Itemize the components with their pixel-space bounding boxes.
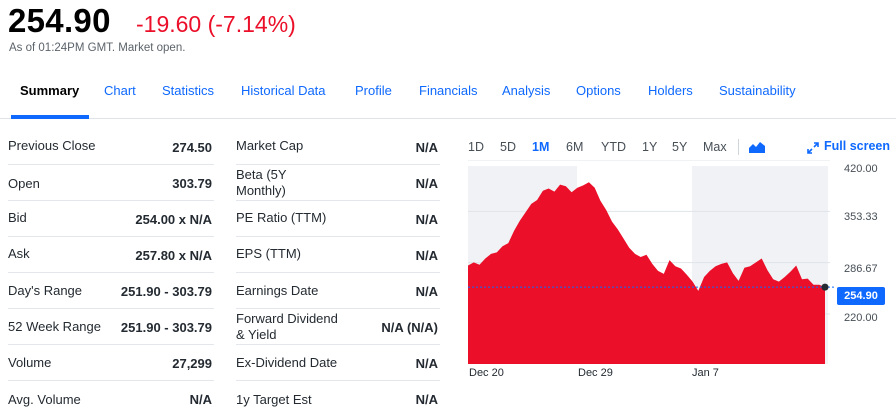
- price-change-percent: (-7.14%): [207, 11, 296, 37]
- stat-label: Previous Close: [8, 138, 96, 153]
- stat-row: EPS (TTM) N/A: [236, 236, 440, 273]
- tab-profile[interactable]: Profile: [355, 83, 392, 98]
- tab-options[interactable]: Options: [576, 83, 621, 98]
- range-5d[interactable]: 5D: [500, 140, 516, 154]
- stat-value: 251.90 - 303.79: [120, 284, 212, 299]
- range-1m[interactable]: 1M: [532, 140, 550, 154]
- stat-row: Avg. Volume N/A: [8, 380, 214, 416]
- tab-chart[interactable]: Chart: [104, 83, 136, 98]
- tab-statistics[interactable]: Statistics: [162, 83, 215, 98]
- stat-label: Bid: [8, 210, 27, 225]
- stat-label: Beta (5Y Monthly): [236, 167, 287, 198]
- tab-financials[interactable]: Financials: [419, 83, 478, 98]
- stat-value: 274.50: [172, 140, 212, 155]
- stat-label: Volume: [8, 355, 52, 370]
- stat-value: N/A: [415, 212, 438, 227]
- y-tick-label: 353.33: [844, 211, 878, 223]
- tab-holders[interactable]: Holders: [648, 83, 693, 98]
- range-divider: [738, 139, 739, 155]
- current-price: 254.90: [8, 2, 111, 39]
- stat-label: Day's Range: [8, 283, 83, 298]
- stat-value: 257.80 x N/A: [135, 248, 212, 263]
- stat-label: EPS (TTM): [236, 246, 301, 261]
- x-tick-label: Dec 29: [578, 367, 613, 379]
- expand-icon[interactable]: [807, 142, 819, 154]
- price-area: [468, 182, 825, 364]
- stat-label: Ex-Dividend Date: [236, 355, 338, 370]
- stat-label: PE Ratio (TTM): [236, 210, 327, 225]
- range-6m[interactable]: 6M: [566, 140, 584, 154]
- range-5y[interactable]: 5Y: [672, 140, 688, 154]
- stat-label: 52 Week Range: [8, 319, 101, 334]
- x-tick-label: Dec 20: [469, 367, 504, 379]
- stat-value: 254.00 x N/A: [135, 212, 212, 227]
- price-change-value: -19.60: [136, 11, 202, 37]
- stat-value: 251.90 - 303.79: [120, 320, 212, 335]
- stat-row: Volume 27,299: [8, 344, 214, 381]
- stat-row: Day's Range 251.90 - 303.79: [8, 272, 214, 309]
- tab-sustainability[interactable]: Sustainability: [719, 83, 796, 98]
- stat-label: 1y Target Est: [236, 392, 312, 407]
- stat-label: Ask: [8, 246, 30, 261]
- tab-historical-data[interactable]: Historical Data: [241, 83, 326, 98]
- market-status: As of 01:24PM GMT. Market open.: [9, 42, 186, 54]
- range-1y[interactable]: 1Y: [642, 140, 658, 154]
- stat-label: Market Cap: [236, 138, 304, 153]
- current-price-badge: 254.90: [837, 287, 885, 305]
- stat-row: Bid 254.00 x N/A: [8, 200, 214, 237]
- stat-row: 1y Target Est N/A: [236, 380, 440, 416]
- stat-row: Previous Close 274.50: [8, 128, 214, 165]
- stat-label: Earnings Date: [236, 283, 319, 298]
- stat-value: N/A: [415, 176, 438, 191]
- stat-label: Open: [8, 176, 40, 191]
- stat-row: Open 303.79: [8, 164, 214, 201]
- tab-summary[interactable]: Summary: [10, 82, 90, 119]
- stat-row: Ask 257.80 x N/A: [8, 236, 214, 273]
- price-change: -19.60 (-7.14%): [136, 11, 296, 38]
- x-tick-label: Jan 7: [692, 367, 719, 379]
- stat-value: N/A: [415, 284, 438, 299]
- stat-value: N/A: [415, 248, 438, 263]
- stat-value: 27,299: [172, 356, 212, 371]
- full-screen-button[interactable]: Full screen: [824, 139, 890, 153]
- range-max[interactable]: Max: [703, 140, 727, 154]
- stat-value: N/A: [415, 140, 438, 155]
- tab-analysis[interactable]: Analysis: [502, 83, 551, 98]
- y-tick-label: 420.00: [844, 163, 878, 175]
- area-chart-icon[interactable]: [749, 141, 765, 153]
- stat-value: N/A: [415, 392, 438, 407]
- stat-value: N/A: [415, 356, 438, 371]
- y-tick-label: 220.00: [844, 312, 878, 324]
- stat-label: Forward Dividend & Yield: [236, 311, 338, 342]
- range-1d[interactable]: 1D: [468, 140, 484, 154]
- current-price-dot: [821, 283, 829, 291]
- stat-row: Ex-Dividend Date N/A: [236, 344, 440, 381]
- stat-row: Earnings Date N/A: [236, 272, 440, 309]
- stat-label: Avg. Volume: [8, 392, 81, 407]
- stat-row: Forward Dividend & Yield N/A (N/A): [236, 308, 440, 345]
- stat-row: Beta (5Y Monthly) N/A: [236, 164, 440, 201]
- stat-value: 303.79: [172, 176, 212, 191]
- stat-row: PE Ratio (TTM) N/A: [236, 200, 440, 237]
- stat-value: N/A: [189, 392, 212, 407]
- price-chart[interactable]: [468, 160, 888, 366]
- stat-row: 52 Week Range 251.90 - 303.79: [8, 308, 214, 345]
- range-ytd[interactable]: YTD: [601, 140, 626, 154]
- quote-tabs: Summary Chart Statistics Historical Data…: [0, 82, 896, 119]
- stat-value: N/A (N/A): [381, 320, 438, 335]
- stat-row: Market Cap N/A: [236, 128, 440, 165]
- volume-bar: [826, 354, 828, 364]
- y-tick-label: 286.67: [844, 263, 878, 275]
